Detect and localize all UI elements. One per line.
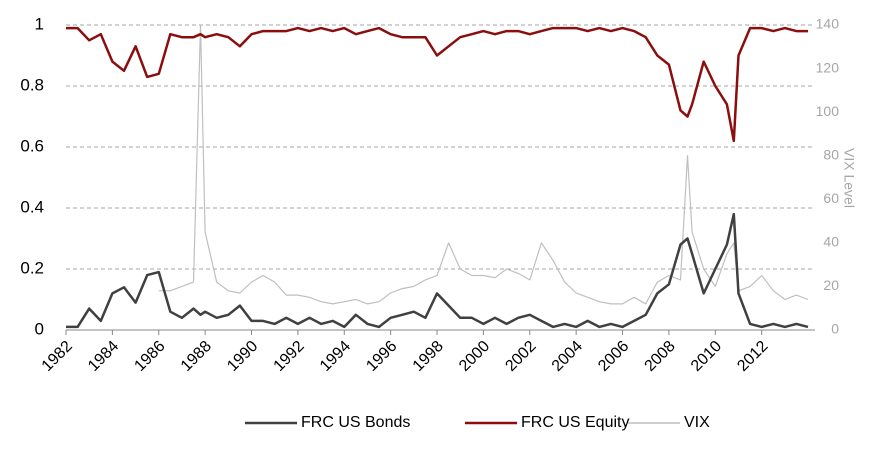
y2-tick-label: 60 bbox=[823, 190, 839, 206]
y-tick-label: 0.2 bbox=[20, 258, 44, 277]
series-line bbox=[158, 24, 809, 305]
series-line bbox=[66, 212, 809, 329]
y2-tick-label: 120 bbox=[816, 59, 840, 75]
legend-label: VIX bbox=[684, 414, 710, 431]
legend-label: FRC US Bonds bbox=[301, 414, 410, 431]
y-tick-label: 0.4 bbox=[20, 197, 44, 216]
y2-tick-label: 140 bbox=[816, 16, 840, 32]
series-line bbox=[66, 26, 808, 143]
y2-tick-label: 80 bbox=[823, 146, 839, 162]
y-tick-label: 0.6 bbox=[20, 136, 44, 155]
y-tick-label: 0.8 bbox=[20, 75, 44, 94]
y2-axis-label: VIX Level bbox=[841, 148, 857, 208]
y2-tick-label: 0 bbox=[831, 321, 839, 337]
y2-tick-label: 100 bbox=[816, 103, 840, 119]
y2-tick-label: 40 bbox=[823, 234, 839, 250]
y2-tick-label: 20 bbox=[823, 277, 839, 293]
legend-label: FRC US Equity bbox=[521, 414, 629, 431]
y-tick-label: 0 bbox=[35, 319, 44, 338]
y-tick-label: 1 bbox=[35, 14, 44, 33]
